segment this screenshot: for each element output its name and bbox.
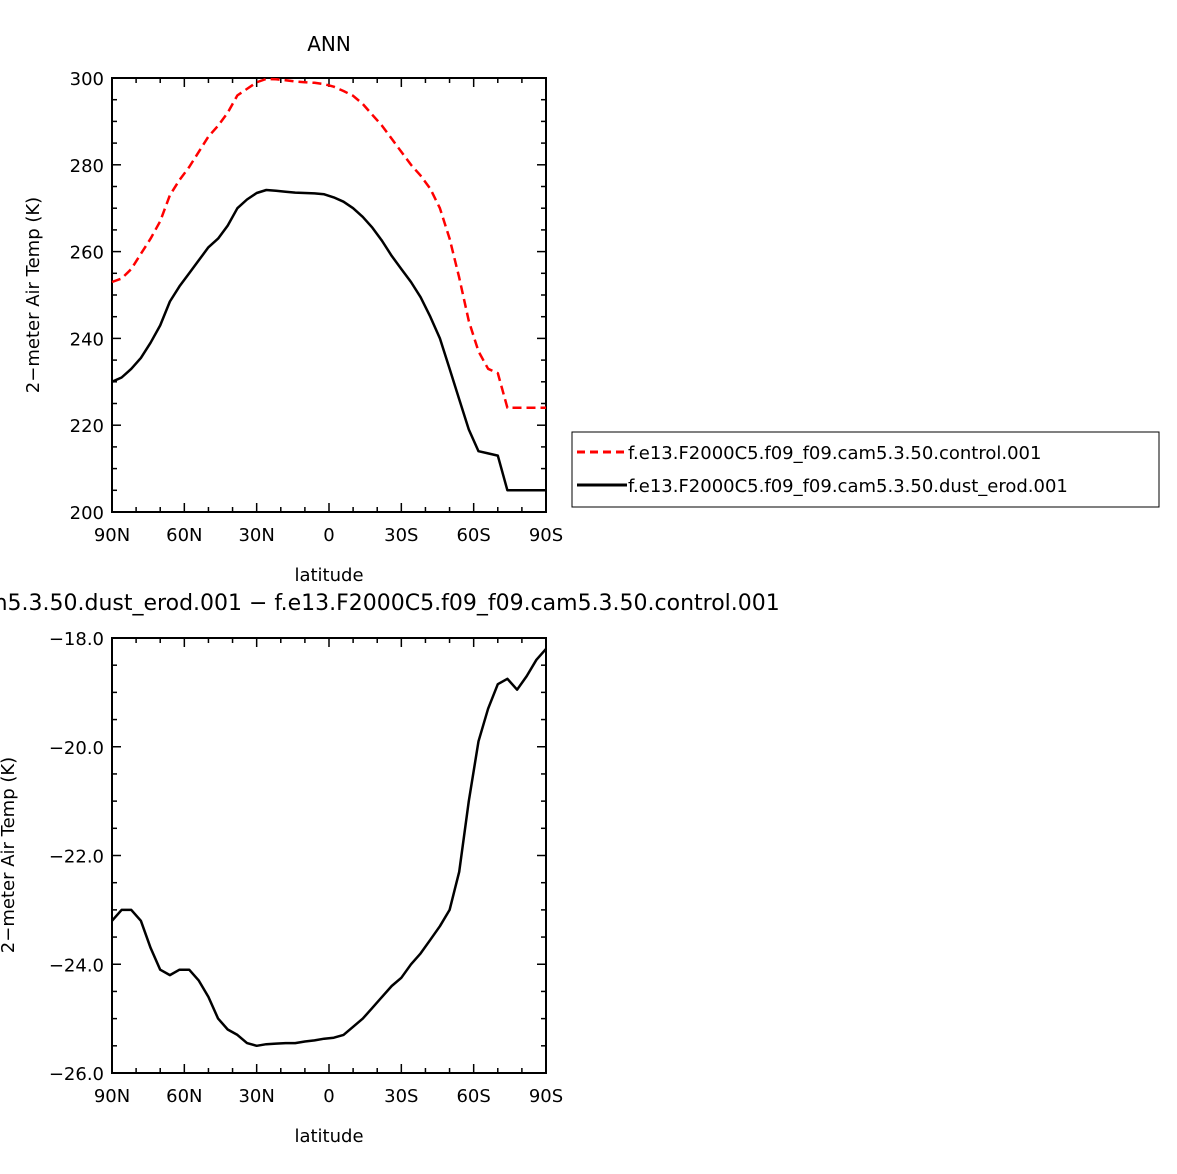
legend-label-dust-erod: f.e13.F2000C5.f09_f09.cam5.3.50.dust_ero…	[628, 476, 1068, 497]
bottom-x-tick-label: 90N	[94, 1086, 130, 1107]
legend-label-control: f.e13.F2000C5.f09_f09.cam5.3.50.control.…	[628, 443, 1041, 464]
top-x-tick-label: 0	[323, 525, 334, 546]
top-series-line-0	[111, 77, 546, 410]
top-y-tick-label: 200	[70, 503, 104, 524]
bottom-plot-frame	[111, 637, 547, 1074]
bottom-y-axis-label: 2−meter Air Temp (K)	[0, 757, 19, 953]
top-x-tick-label: 30S	[384, 525, 418, 546]
bottom-series-line-0	[111, 648, 547, 1048]
top-y-tick-label: 280	[70, 156, 104, 177]
bottom-y-tick-label: −20.0	[49, 738, 104, 759]
bottom-y-tick-label: −22.0	[49, 847, 104, 868]
bottom-chart-title: ım5.3.50.dust_erod.001 − f.e13.F2000C5.f…	[0, 591, 780, 616]
top-plot-frame	[111, 77, 547, 513]
bottom-y-tick-label: −24.0	[49, 955, 104, 976]
top-x-tick-label: 60N	[166, 525, 202, 546]
bottom-plot-area: 90N 60N 30N 0 30S 60S 90S −26.0 −24.0 −22.0 −20.0 −…	[49, 629, 563, 1107]
top-series-line-1	[111, 188, 546, 492]
top-y-tick-label: 260	[70, 243, 104, 264]
top-y-tick-label: 300	[70, 69, 104, 90]
bottom-x-tick-label: 60N	[166, 1086, 202, 1107]
bottom-x-tick-label: 60S	[456, 1086, 490, 1107]
bottom-panel: 90N 60N 30N 0 30S 60S 90S −26.0 −24.0 −22.0 −20.0 −…	[0, 629, 563, 1147]
bottom-y-tick-label: −18.0	[49, 629, 104, 650]
top-x-tick-label: 90N	[94, 525, 130, 546]
top-chart-title: ANN	[307, 32, 351, 56]
bottom-x-tick-label: 30N	[238, 1086, 274, 1107]
top-x-tick-label: 60S	[456, 525, 490, 546]
top-y-tick-label: 220	[70, 416, 104, 437]
top-x-tick-label: 30N	[238, 525, 274, 546]
bottom-x-tick-label: 0	[323, 1086, 334, 1107]
top-y-axis-label: 2−meter Air Temp (K)	[23, 197, 44, 393]
bottom-x-tick-label: 30S	[384, 1086, 418, 1107]
top-x-tick-label: 90S	[529, 525, 563, 546]
bottom-y-tick-label: −26.0	[49, 1064, 104, 1085]
legend: f.e13.F2000C5.f09_f09.cam5.3.50.control.…	[571, 431, 1160, 508]
legend-box	[571, 431, 1160, 508]
top-x-axis-label: latitude	[294, 565, 363, 586]
bottom-x-axis-label: latitude	[294, 1126, 363, 1147]
bottom-x-tick-label: 90S	[529, 1086, 563, 1107]
top-plot-area: 90N 60N 30N 0 30S 60S 90S 200 220 240 260 280 300	[70, 69, 564, 546]
top-y-tick-label: 240	[70, 329, 104, 350]
top-panel: ANN 90N 60N 30N 0 30S 60S 90S 200 220 240 260 280 30…	[23, 32, 563, 586]
